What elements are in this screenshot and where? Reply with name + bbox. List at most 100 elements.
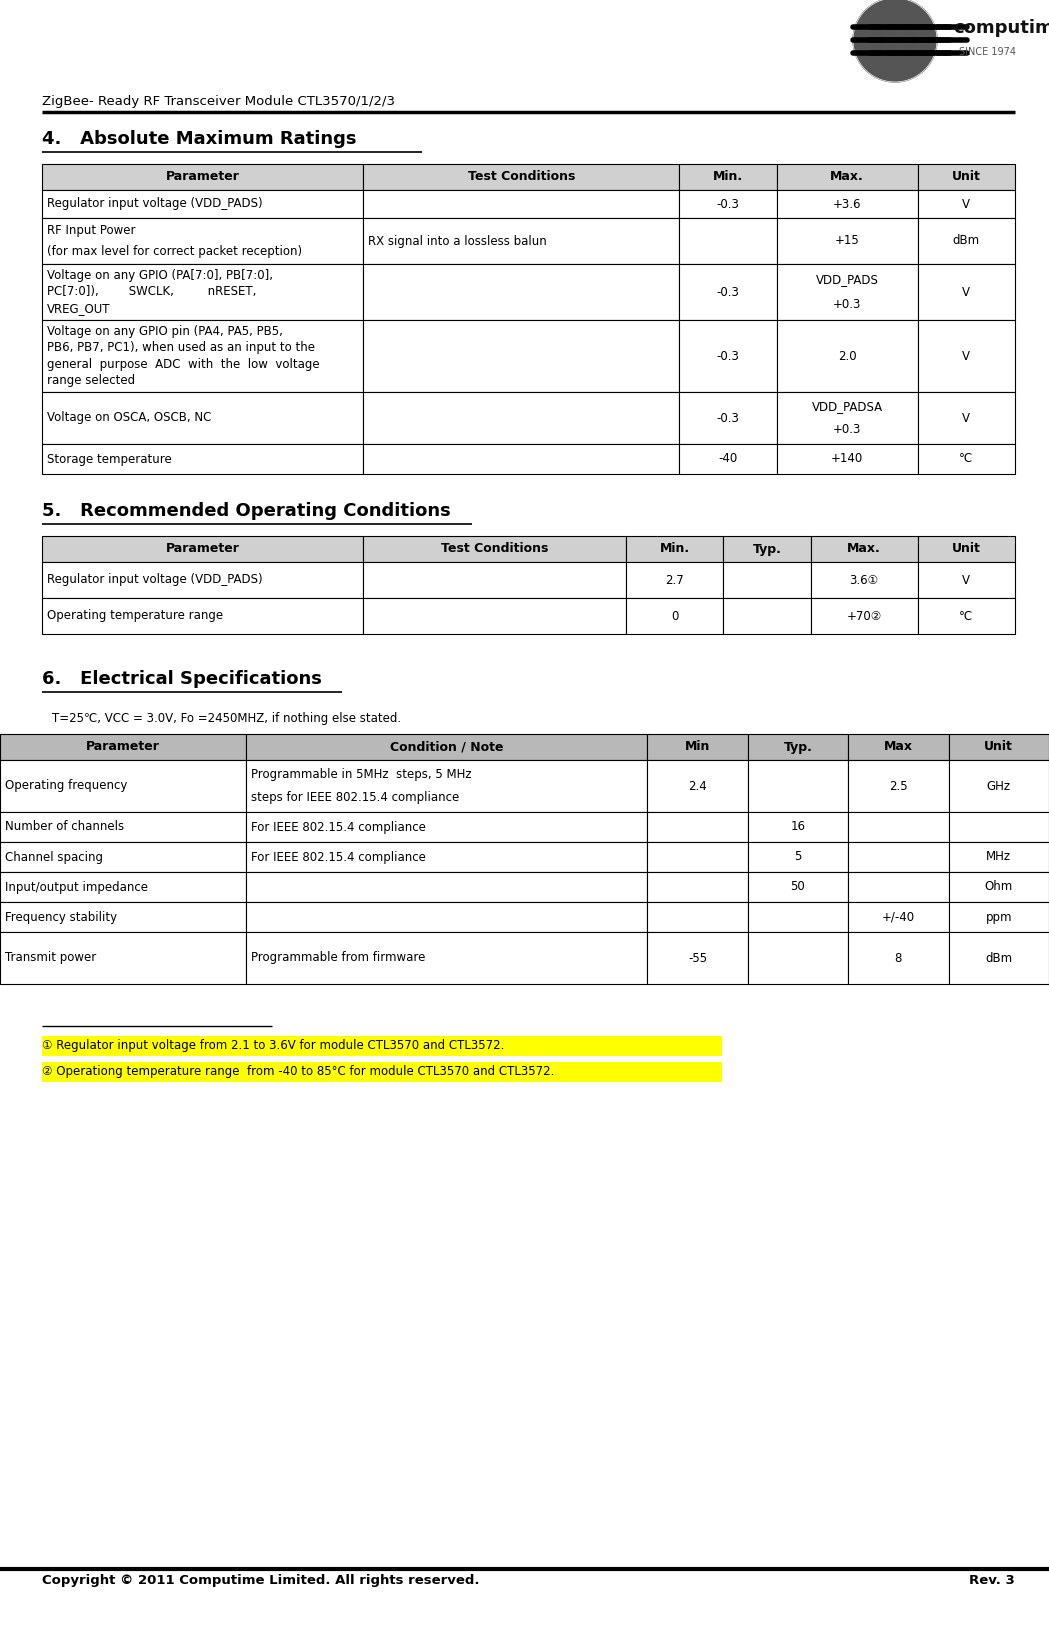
Bar bbox=[811, 536, 918, 562]
Bar bbox=[0, 902, 245, 933]
Text: ② Operationg temperature range  from -40 to 85°C for module CTL3570 and CTL3572.: ② Operationg temperature range from -40 … bbox=[42, 1066, 554, 1079]
Bar bbox=[363, 562, 626, 598]
Bar bbox=[245, 902, 647, 933]
Text: (for max level for correct packet reception): (for max level for correct packet recept… bbox=[47, 245, 302, 258]
Bar bbox=[748, 734, 849, 760]
Text: Parameter: Parameter bbox=[166, 543, 239, 556]
Bar bbox=[42, 1037, 722, 1056]
Bar bbox=[0, 873, 245, 902]
Text: Max: Max bbox=[884, 741, 913, 754]
Bar bbox=[723, 562, 811, 598]
Bar bbox=[42, 218, 363, 263]
Text: +0.3: +0.3 bbox=[833, 422, 861, 436]
Text: Channel spacing: Channel spacing bbox=[5, 850, 103, 863]
Text: RF Input Power: RF Input Power bbox=[47, 224, 135, 237]
Bar bbox=[849, 933, 948, 985]
Text: 4.   Absolute Maximum Ratings: 4. Absolute Maximum Ratings bbox=[42, 130, 357, 148]
Bar bbox=[918, 190, 1015, 218]
Text: range selected: range selected bbox=[47, 374, 135, 387]
Text: MHz: MHz bbox=[986, 850, 1011, 863]
Bar bbox=[680, 320, 776, 392]
Bar bbox=[776, 444, 918, 474]
Bar bbox=[849, 734, 948, 760]
Text: 0: 0 bbox=[670, 609, 678, 622]
Text: Unit: Unit bbox=[984, 741, 1013, 754]
Text: VDD_PADSA: VDD_PADSA bbox=[812, 400, 882, 413]
Bar bbox=[42, 164, 363, 190]
Bar bbox=[245, 842, 647, 873]
Bar bbox=[849, 760, 948, 812]
Bar bbox=[0, 842, 245, 873]
Text: ZigBee- Ready RF Transceiver Module CTL3570/1/2/3: ZigBee- Ready RF Transceiver Module CTL3… bbox=[42, 94, 395, 107]
Text: V: V bbox=[962, 198, 970, 211]
Text: general  purpose  ADC  with  the  low  voltage: general purpose ADC with the low voltage bbox=[47, 358, 320, 370]
Text: Rev. 3: Rev. 3 bbox=[969, 1575, 1015, 1588]
Bar bbox=[948, 734, 1049, 760]
Bar bbox=[811, 598, 918, 634]
Bar bbox=[918, 536, 1015, 562]
Text: V: V bbox=[962, 286, 970, 299]
Bar bbox=[42, 562, 363, 598]
Text: VDD_PADS: VDD_PADS bbox=[816, 273, 879, 286]
Text: Voltage on any GPIO (PA[7:0], PB[7:0],: Voltage on any GPIO (PA[7:0], PB[7:0], bbox=[47, 268, 273, 281]
Bar bbox=[918, 598, 1015, 634]
Text: computime: computime bbox=[952, 20, 1049, 37]
Text: +70②: +70② bbox=[847, 609, 882, 622]
Bar bbox=[948, 812, 1049, 842]
Text: 50: 50 bbox=[791, 881, 806, 894]
Text: Ohm: Ohm bbox=[985, 881, 1013, 894]
Bar bbox=[363, 164, 680, 190]
Bar bbox=[776, 392, 918, 444]
Text: Unit: Unit bbox=[951, 543, 981, 556]
Text: Typ.: Typ. bbox=[752, 543, 782, 556]
Text: Parameter: Parameter bbox=[86, 741, 159, 754]
Text: +15: +15 bbox=[835, 234, 859, 247]
Text: Operating temperature range: Operating temperature range bbox=[47, 609, 223, 622]
Bar bbox=[245, 734, 647, 760]
Text: Voltage on OSCA, OSCB, NC: Voltage on OSCA, OSCB, NC bbox=[47, 411, 212, 424]
Bar bbox=[0, 734, 245, 760]
Text: -0.3: -0.3 bbox=[716, 198, 740, 211]
Bar bbox=[849, 812, 948, 842]
Text: dBm: dBm bbox=[985, 952, 1012, 965]
Bar bbox=[849, 873, 948, 902]
Text: Min.: Min. bbox=[660, 543, 689, 556]
Bar bbox=[723, 598, 811, 634]
Bar bbox=[363, 320, 680, 392]
Text: +0.3: +0.3 bbox=[833, 297, 861, 310]
Text: T=25℃, VCC = 3.0V, Fo =2450MHZ, if nothing else stated.: T=25℃, VCC = 3.0V, Fo =2450MHZ, if nothi… bbox=[52, 712, 401, 725]
Text: Min.: Min. bbox=[713, 171, 743, 184]
Text: Input/output impedance: Input/output impedance bbox=[5, 881, 148, 894]
Text: 3.6①: 3.6① bbox=[850, 574, 879, 587]
Text: -0.3: -0.3 bbox=[716, 349, 740, 362]
Text: +140: +140 bbox=[831, 452, 863, 465]
Circle shape bbox=[853, 0, 937, 81]
Text: For IEEE 802.15.4 compliance: For IEEE 802.15.4 compliance bbox=[251, 850, 426, 863]
Text: Programmable in 5MHz  steps, 5 MHz: Programmable in 5MHz steps, 5 MHz bbox=[251, 767, 471, 780]
Text: +/-40: +/-40 bbox=[882, 910, 915, 923]
Text: ppm: ppm bbox=[985, 910, 1012, 923]
Text: Voltage on any GPIO pin (PA4, PA5, PB5,: Voltage on any GPIO pin (PA4, PA5, PB5, bbox=[47, 325, 283, 338]
Text: 16: 16 bbox=[790, 821, 806, 834]
Bar bbox=[680, 263, 776, 320]
Text: Number of channels: Number of channels bbox=[5, 821, 124, 834]
Bar bbox=[680, 392, 776, 444]
Text: Test Conditions: Test Conditions bbox=[468, 171, 575, 184]
Text: SINCE 1974: SINCE 1974 bbox=[959, 47, 1016, 57]
Text: dBm: dBm bbox=[952, 234, 980, 247]
Bar bbox=[42, 536, 363, 562]
Text: Copyright © 2011 Computime Limited. All rights reserved.: Copyright © 2011 Computime Limited. All … bbox=[42, 1575, 479, 1588]
Text: Storage temperature: Storage temperature bbox=[47, 452, 172, 465]
Bar bbox=[918, 164, 1015, 190]
Bar bbox=[647, 842, 748, 873]
Bar bbox=[776, 320, 918, 392]
Bar bbox=[647, 760, 748, 812]
Text: Test Conditions: Test Conditions bbox=[441, 543, 549, 556]
Bar bbox=[776, 190, 918, 218]
Text: Max.: Max. bbox=[830, 171, 864, 184]
Text: 2.7: 2.7 bbox=[665, 574, 684, 587]
Text: -55: -55 bbox=[688, 952, 707, 965]
Text: VREG_OUT: VREG_OUT bbox=[47, 302, 110, 315]
Bar bbox=[647, 734, 748, 760]
Bar bbox=[0, 933, 245, 985]
